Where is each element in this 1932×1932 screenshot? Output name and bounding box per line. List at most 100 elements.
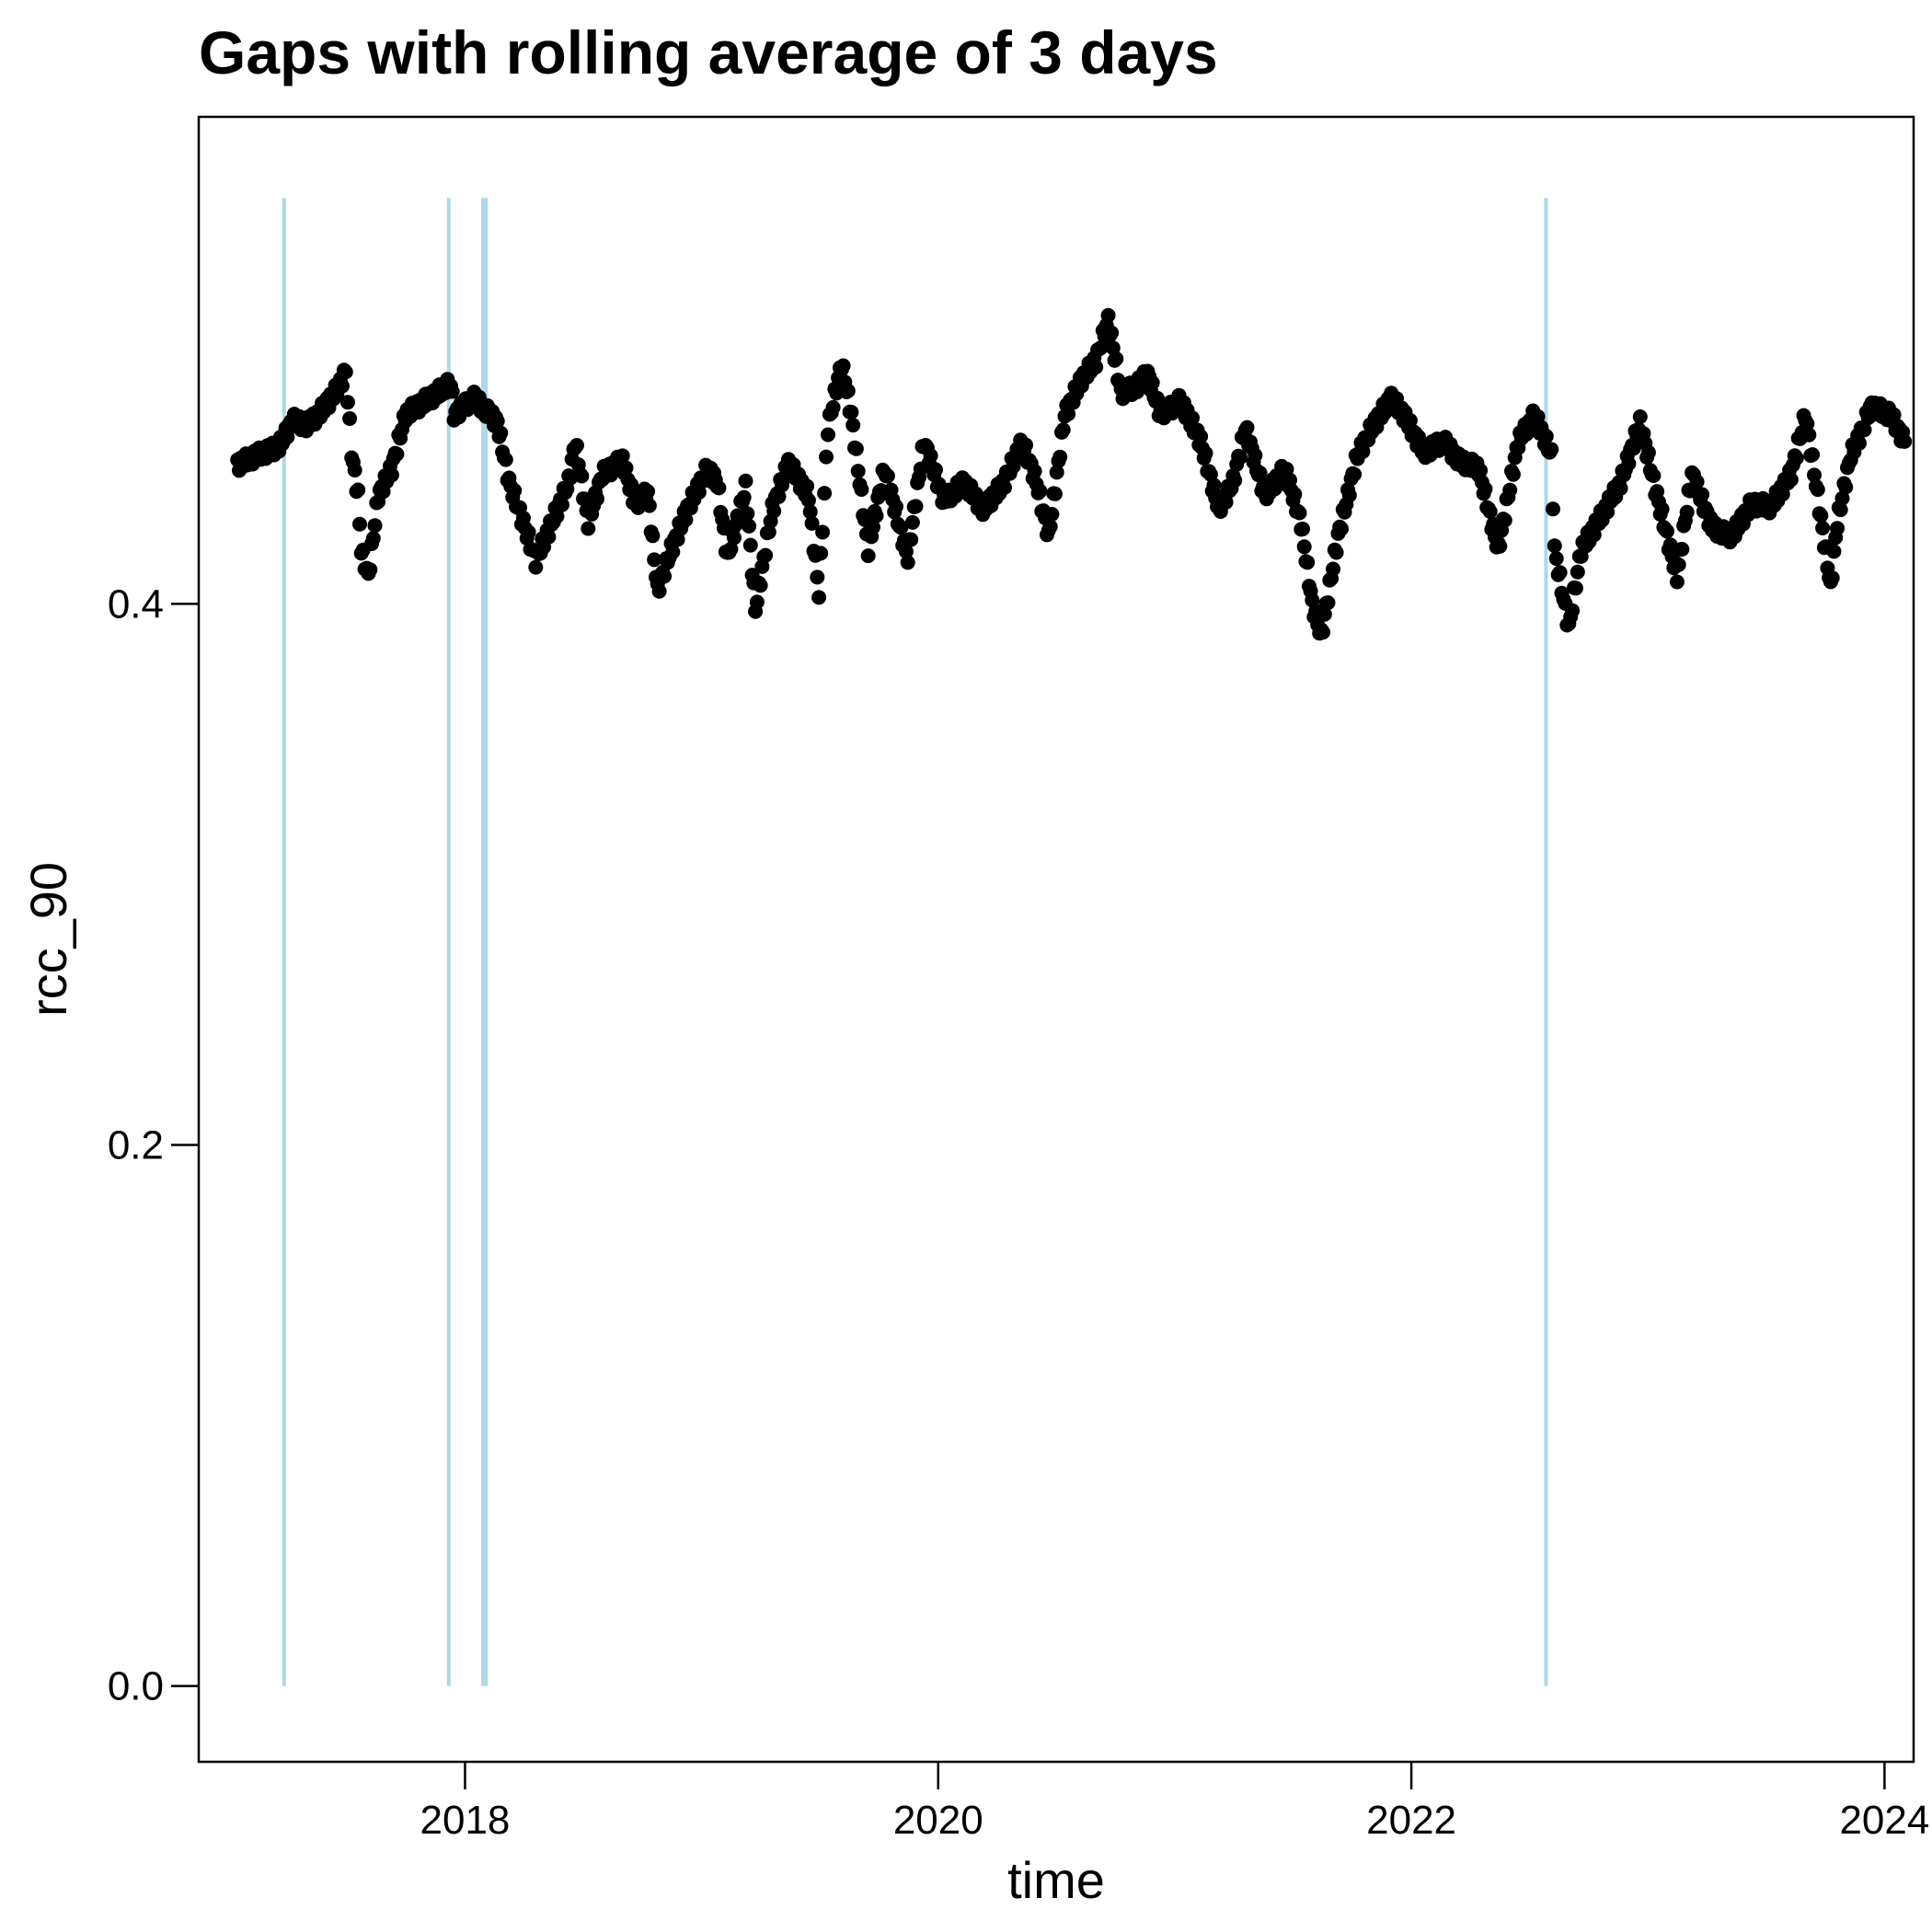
- data-point-254: [657, 569, 673, 584]
- data-point-342: [802, 504, 818, 520]
- data-point-544: [1144, 375, 1160, 390]
- data-point-698: [1402, 413, 1418, 428]
- data-point-348: [813, 546, 829, 561]
- data-point-31: [280, 430, 295, 444]
- data-point-596: [1233, 450, 1248, 466]
- data-point-836: [1632, 409, 1648, 424]
- data-point-967: [1852, 435, 1867, 451]
- data-point-366: [844, 405, 859, 420]
- data-point-844: [1646, 468, 1662, 483]
- data-point-785: [1547, 538, 1562, 554]
- data-point-157: [493, 425, 509, 441]
- data-point-275: [691, 485, 707, 500]
- x-axis-label: time: [1007, 1851, 1105, 1909]
- data-point-952: [1826, 544, 1842, 559]
- data-point-403: [904, 514, 920, 530]
- data-point-665: [1347, 466, 1363, 482]
- data-point-746: [1482, 504, 1498, 519]
- data-point-939: [1805, 447, 1821, 463]
- data-point-317: [761, 524, 776, 540]
- data-point-302: [736, 489, 752, 505]
- data-point-470: [1018, 437, 1033, 453]
- data-point-495: [1061, 407, 1076, 421]
- data-point-670: [1355, 443, 1371, 459]
- data-point-165: [507, 483, 523, 499]
- data-point-864: [1679, 504, 1695, 520]
- data-point-937: [1801, 427, 1817, 443]
- data-point-73: [352, 516, 367, 532]
- data-point-248: [647, 552, 662, 568]
- data-point-323: [771, 489, 787, 504]
- data-point-193: [554, 497, 569, 512]
- data-point-347: [811, 590, 827, 605]
- x-tick-label-2020: 2020: [893, 1798, 983, 1843]
- data-point-487: [1047, 486, 1063, 501]
- data-point-247: [645, 528, 661, 544]
- data-point-755: [1497, 512, 1512, 528]
- y-tick-label-0.2: 0.2: [108, 1123, 164, 1168]
- data-point-381: [868, 508, 884, 523]
- data-point-861: [1674, 542, 1690, 557]
- data-point-581: [1206, 477, 1222, 493]
- data-point-632: [1292, 505, 1307, 521]
- data-point-190: [549, 509, 565, 524]
- data-point-568: [1185, 410, 1200, 426]
- data-point-647: [1317, 606, 1332, 622]
- data-point-350: [817, 486, 833, 501]
- gap-layer: [282, 198, 1548, 1686]
- data-point-841: [1640, 444, 1656, 460]
- data-point-405: [908, 499, 924, 514]
- data-point-244: [640, 484, 656, 500]
- data-point-849: [1654, 501, 1670, 517]
- data-point-352: [821, 427, 835, 443]
- data-point-478: [1032, 483, 1048, 499]
- data-point-859: [1671, 557, 1686, 572]
- data-point-379: [866, 520, 880, 535]
- data-point-267: [678, 512, 694, 527]
- data-point-245: [641, 498, 657, 513]
- data-point-797: [1568, 581, 1583, 596]
- data-point-393: [889, 499, 903, 514]
- x-tick-label-2022: 2022: [1366, 1798, 1456, 1843]
- data-point-306: [742, 537, 758, 553]
- data-point-214: [590, 491, 604, 507]
- data-point-361: [835, 358, 851, 374]
- data-point-646: [1316, 625, 1330, 640]
- data-point-783: [1544, 442, 1559, 457]
- data-point-95: [389, 446, 405, 462]
- data-point-523: [1109, 351, 1124, 366]
- data-point-315: [758, 547, 774, 563]
- data-point-600: [1239, 420, 1255, 435]
- data-point-635: [1296, 539, 1312, 555]
- data-point-312: [753, 578, 768, 593]
- data-point-376: [860, 548, 876, 564]
- data-point-369: [848, 441, 864, 456]
- data-point-780: [1538, 429, 1554, 444]
- data-point-128: [444, 384, 460, 399]
- data-point-511: [1088, 360, 1104, 374]
- data-point-605: [1248, 447, 1263, 463]
- data-point-355: [825, 399, 841, 415]
- data-point-959: [1838, 479, 1854, 495]
- data-point-92: [384, 467, 399, 483]
- data-point-372: [854, 482, 869, 497]
- data-point-927: [1783, 472, 1799, 488]
- data-point-66: [340, 395, 355, 410]
- data-point-402: [903, 532, 919, 547]
- data-point-654: [1328, 545, 1344, 560]
- data-point-367: [845, 418, 861, 433]
- data-point-82: [367, 518, 383, 534]
- data-point-824: [1613, 480, 1628, 496]
- data-point-229: [615, 448, 630, 464]
- data-point-370: [850, 464, 866, 479]
- data-point-490: [1052, 449, 1068, 465]
- data-point-514: [1093, 339, 1109, 355]
- data-point-320: [766, 503, 782, 519]
- gap-marker-3: [481, 198, 489, 1686]
- data-point-652: [1326, 561, 1340, 577]
- data-point-485: [1044, 507, 1060, 522]
- data-point-957: [1834, 490, 1850, 506]
- data-point-305: [742, 518, 757, 534]
- data-point-399: [898, 544, 914, 559]
- data-point-205: [574, 468, 590, 484]
